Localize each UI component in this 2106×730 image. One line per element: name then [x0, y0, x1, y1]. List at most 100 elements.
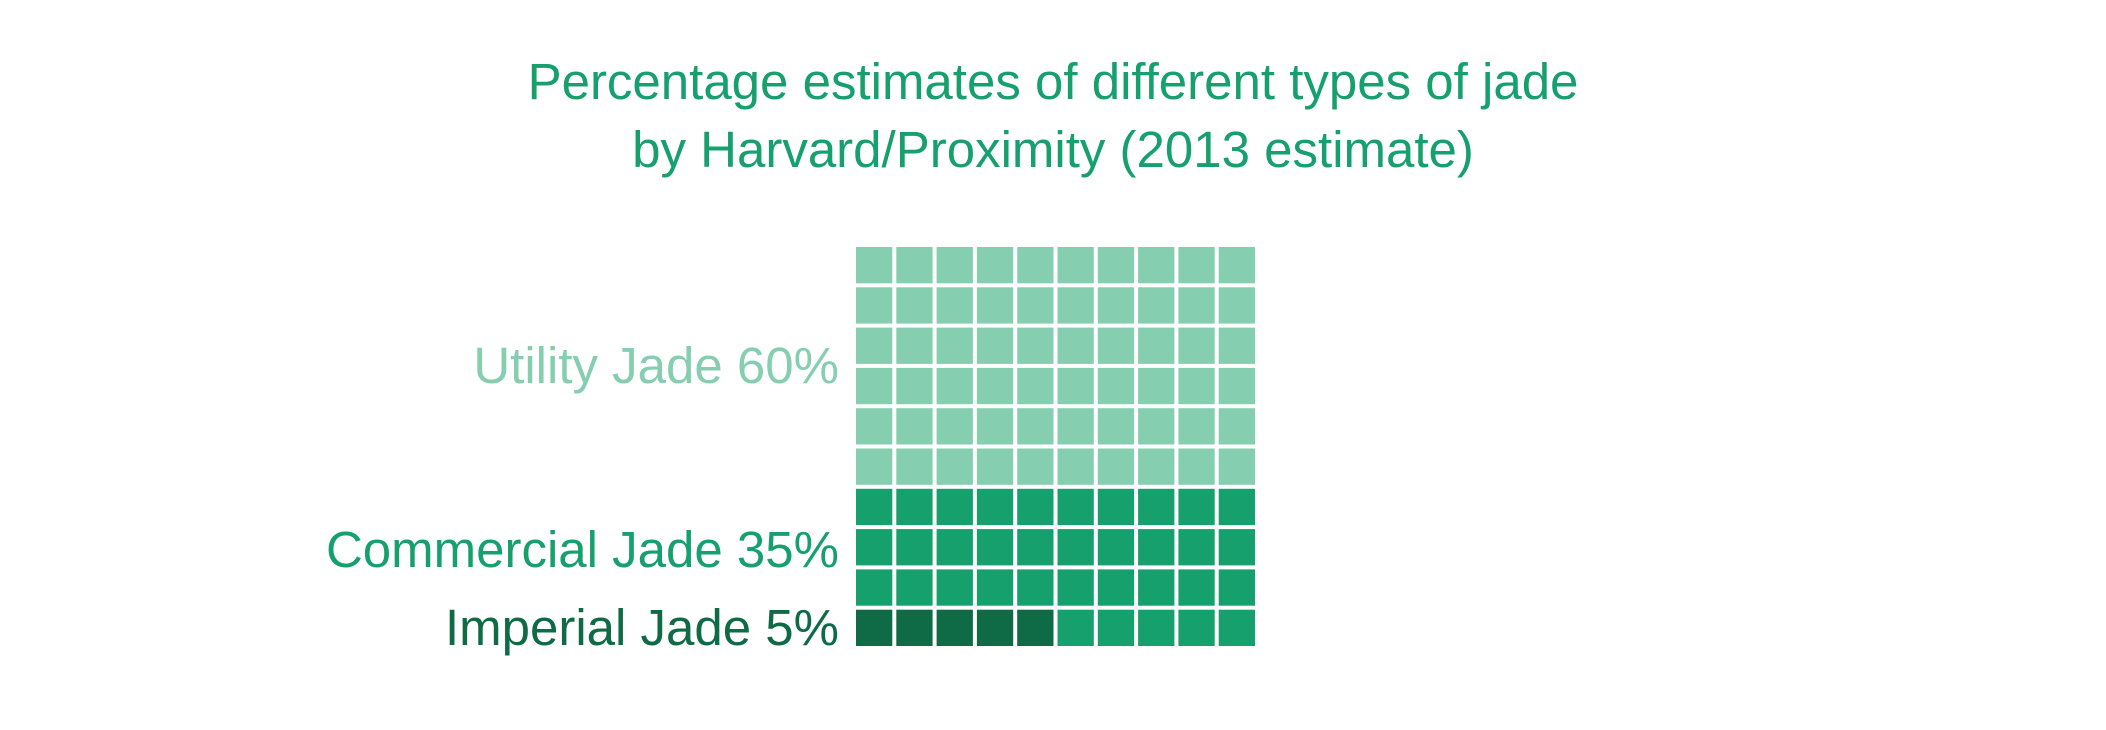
waffle-cell-utility-jade: [896, 327, 933, 364]
legend-label-imperial-jade: Imperial Jade 5%: [444, 599, 839, 656]
waffle-cell-commercial-jade: [1057, 569, 1094, 606]
waffle-cell-utility-jade: [1138, 287, 1175, 324]
waffle-cell-utility-jade: [1218, 327, 1255, 364]
waffle-cell-utility-jade: [936, 367, 973, 405]
waffle-cell-utility-jade: [896, 287, 933, 324]
waffle-cell-utility-jade: [1138, 408, 1175, 445]
waffle-cell-utility-jade: [1178, 408, 1215, 445]
waffle-cell-utility-jade: [896, 247, 933, 284]
waffle-cell-utility-jade: [1097, 247, 1135, 284]
waffle-cell-commercial-jade: [856, 569, 893, 606]
waffle-cell-utility-jade: [936, 327, 973, 364]
waffle-cell-utility-jade: [856, 367, 893, 405]
waffle-cell-utility-jade: [1057, 247, 1094, 284]
waffle-cell-utility-jade: [1097, 448, 1135, 485]
waffle-cell-utility-jade: [1017, 247, 1054, 284]
waffle-cell-commercial-jade: [1138, 488, 1175, 526]
waffle-cell-utility-jade: [1057, 408, 1094, 445]
waffle-cell-utility-jade: [1057, 448, 1094, 485]
waffle-cell-utility-jade: [1097, 408, 1135, 445]
legend-label-utility-jade: Utility Jade 60%: [473, 337, 839, 394]
waffle-cell-utility-jade: [1178, 247, 1215, 284]
waffle-cell-utility-jade: [936, 448, 973, 485]
waffle-cell-utility-jade: [1218, 247, 1255, 284]
waffle-cell-commercial-jade: [1218, 529, 1255, 566]
waffle-cell-commercial-jade: [1178, 609, 1215, 646]
waffle-cell-utility-jade: [936, 408, 973, 445]
waffle-cell-commercial-jade: [1097, 569, 1135, 606]
waffle-cell-commercial-jade: [1218, 609, 1255, 646]
waffle-cell-utility-jade: [856, 287, 893, 324]
waffle-cell-utility-jade: [1057, 327, 1094, 364]
waffle-cell-utility-jade: [856, 448, 893, 485]
waffle-cell-commercial-jade: [1097, 529, 1135, 566]
waffle-cell-utility-jade: [976, 247, 1014, 284]
waffle-cell-utility-jade: [1178, 287, 1215, 324]
waffle-cell-commercial-jade: [856, 488, 893, 526]
waffle-cell-utility-jade: [976, 287, 1014, 324]
waffle-cell-commercial-jade: [936, 488, 973, 526]
waffle-cell-commercial-jade: [1138, 609, 1175, 646]
waffle-cell-imperial-jade: [976, 609, 1014, 646]
chart-title-line-1: Percentage estimates of different types …: [527, 53, 1579, 110]
waffle-cell-utility-jade: [1218, 367, 1255, 405]
waffle-cell-utility-jade: [896, 408, 933, 445]
waffle-cell-commercial-jade: [1178, 569, 1215, 606]
waffle-cell-utility-jade: [936, 247, 973, 284]
waffle-cell-utility-jade: [1138, 367, 1175, 405]
waffle-cell-imperial-jade: [896, 609, 933, 646]
waffle-cell-commercial-jade: [1218, 488, 1255, 526]
waffle-cell-utility-jade: [1218, 408, 1255, 445]
waffle-cell-imperial-jade: [936, 609, 973, 646]
waffle-cell-commercial-jade: [1178, 529, 1215, 566]
waffle-cell-commercial-jade: [1057, 488, 1094, 526]
waffle-cell-utility-jade: [856, 247, 893, 284]
chart-title-line-2: by Harvard/Proximity (2013 estimate): [632, 121, 1474, 178]
legend-label-commercial-jade: Commercial Jade 35%: [325, 521, 839, 578]
waffle-cell-utility-jade: [1178, 327, 1215, 364]
waffle-cell-utility-jade: [1097, 287, 1135, 324]
waffle-cell-utility-jade: [856, 327, 893, 364]
waffle-cell-commercial-jade: [896, 529, 933, 566]
waffle-cell-commercial-jade: [936, 529, 973, 566]
waffle-cell-utility-jade: [1178, 367, 1215, 405]
waffle-cell-utility-jade: [1138, 448, 1175, 485]
waffle-cell-commercial-jade: [1057, 609, 1094, 646]
waffle-cell-commercial-jade: [896, 569, 933, 606]
waffle-cell-commercial-jade: [976, 529, 1014, 566]
waffle-cell-imperial-jade: [1017, 609, 1054, 646]
waffle-cell-utility-jade: [1178, 448, 1215, 485]
waffle-cell-utility-jade: [1138, 247, 1175, 284]
waffle-cell-utility-jade: [856, 408, 893, 445]
waffle-cell-commercial-jade: [936, 569, 973, 606]
waffle-cell-utility-jade: [976, 367, 1014, 405]
waffle-cell-commercial-jade: [1138, 529, 1175, 566]
waffle-cell-utility-jade: [976, 448, 1014, 485]
waffle-cell-utility-jade: [936, 287, 973, 324]
waffle-cell-commercial-jade: [1097, 488, 1135, 526]
waffle-cell-utility-jade: [1057, 367, 1094, 405]
waffle-cell-utility-jade: [1017, 367, 1054, 405]
waffle-cell-commercial-jade: [1057, 529, 1094, 566]
waffle-cell-imperial-jade: [856, 609, 893, 646]
waffle-cell-commercial-jade: [1138, 569, 1175, 606]
waffle-cell-utility-jade: [1017, 408, 1054, 445]
chart-title: Percentage estimates of different types …: [0, 48, 2106, 184]
waffle-cell-utility-jade: [1057, 287, 1094, 324]
waffle-cell-utility-jade: [1097, 367, 1135, 405]
waffle-cell-utility-jade: [1138, 327, 1175, 364]
waffle-cell-utility-jade: [976, 408, 1014, 445]
waffle-cell-commercial-jade: [896, 488, 933, 526]
waffle-cell-utility-jade: [896, 448, 933, 485]
waffle-cell-commercial-jade: [1017, 569, 1054, 606]
waffle-cell-commercial-jade: [1097, 609, 1135, 646]
waffle-cell-commercial-jade: [1178, 488, 1215, 526]
waffle-cell-commercial-jade: [976, 488, 1014, 526]
waffle-cell-utility-jade: [1017, 327, 1054, 364]
waffle-cell-utility-jade: [1097, 327, 1135, 364]
waffle-cell-utility-jade: [1218, 287, 1255, 324]
waffle-cell-commercial-jade: [1017, 529, 1054, 566]
waffle-cell-commercial-jade: [1017, 488, 1054, 526]
waffle-cell-utility-jade: [896, 367, 933, 405]
